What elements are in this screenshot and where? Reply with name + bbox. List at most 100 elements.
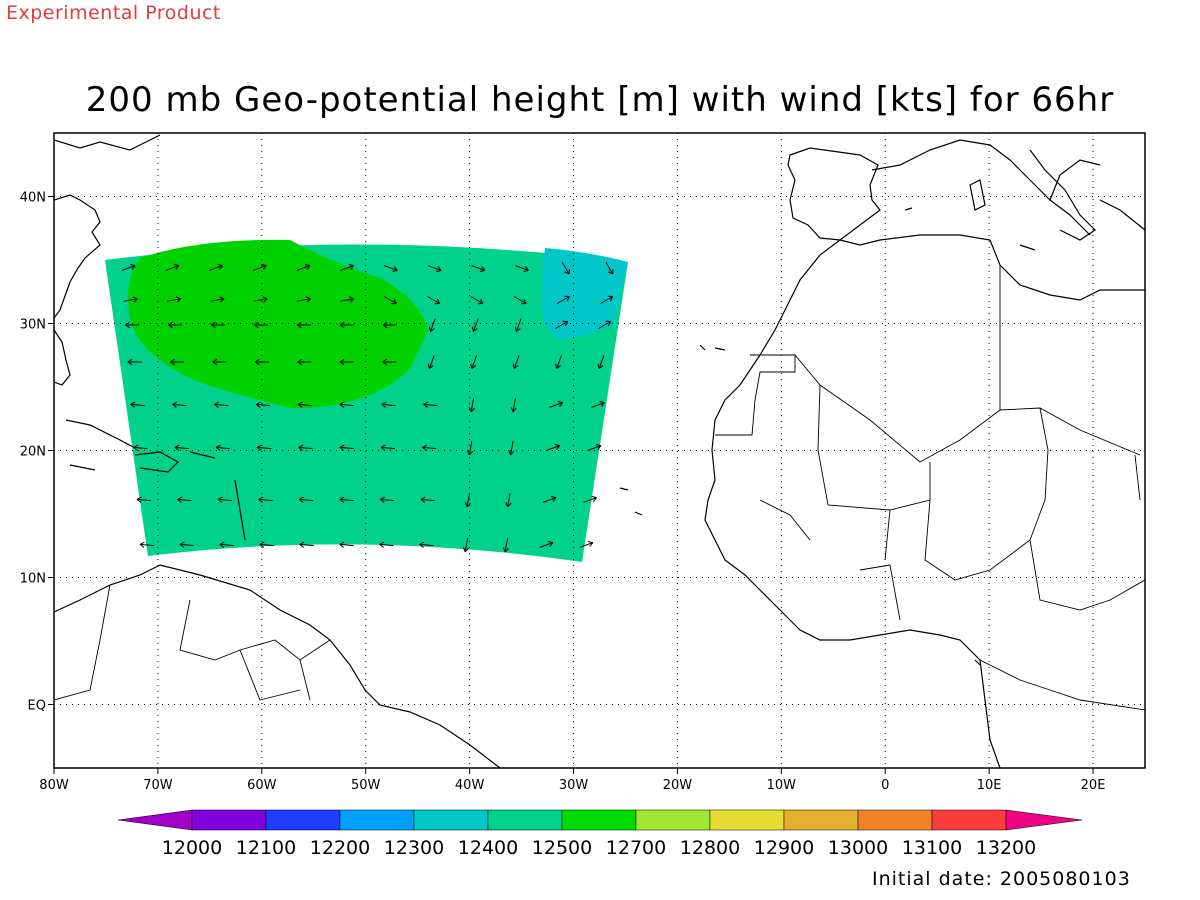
wind-arrow [555,320,569,329]
wind-arrow [383,296,397,305]
colorbar-label: 12700 [606,837,666,859]
wind-arrow [549,401,564,408]
wind-arrow [468,398,475,413]
europe-mediterranean-coast [871,139,1145,236]
lon-tick-label: 80W [39,778,69,793]
lat-tick-label: EQ [28,699,46,714]
wind-arrow [502,538,509,553]
wind-arrow [169,358,185,366]
wind-arrow [340,264,355,271]
wind-arrow [296,321,312,329]
wind-arrow [296,264,311,271]
wind-arrow [546,444,561,451]
lon-tick-label: 70W [143,778,173,793]
lat-tick-label: 20N [20,445,46,460]
wind-arrow [382,358,397,366]
wind-arrow [215,444,231,451]
wind-arrow [420,496,435,503]
wind-arrow [555,355,562,369]
experimental-product-label: Experimental Product [6,2,221,24]
wind-arrow [214,401,229,408]
wind-arrow [471,265,486,272]
wind-arrow [253,321,269,329]
wind-arrow [510,398,517,413]
wind-arrow [464,493,471,508]
wind-arrow [166,296,182,303]
wind-arrow [591,401,605,408]
colorbar-swatch [931,809,1007,831]
lon-tick-label: 30W [559,778,589,793]
chart-title: 200 mb Geo-potential height [m] with win… [85,80,1115,120]
wind-arrow [422,444,437,451]
wind-arrow [381,401,396,408]
wind-arrow [380,444,396,451]
axis-ticks: 80W 70W 60W 50W 40W 30W 20W 10W 0 10E 20E 40N 30N 20N… [20,191,1106,794]
colorbar-label: 13200 [976,837,1036,859]
colorbar: 12000 12100 12200 12300 12400 12500 12700 12800… [117,809,1083,859]
wind-arrow [561,261,570,275]
wind-arrow [253,296,268,303]
wind-arrow [339,496,354,503]
wind-arrow [462,538,469,553]
wind-arrow [298,496,314,503]
wind-arrow [127,358,142,366]
wind-arrow [255,401,271,408]
wind-arrow [136,496,152,503]
wind-arrow [471,318,479,332]
colorbar-swatch [265,809,341,831]
wind-arrow [419,541,434,548]
wind-arrow [165,264,180,271]
colorbar-swatch [191,809,267,831]
colorbar-swatch [413,809,489,831]
colorbar-left-arrow [117,809,193,831]
wind-arrow [587,444,602,451]
wind-arrow [258,496,273,503]
coastlines [54,134,1145,768]
wind-arrow [259,541,274,548]
iberia-coast [787,147,881,241]
wind-arrow [133,444,148,451]
wind-arrow [539,541,554,548]
wind-arrow [427,296,441,305]
colorbar-label: 12300 [384,837,444,859]
field-region-12700 [128,239,428,409]
wind-arrow [379,496,395,503]
colorbar-label: 12800 [680,837,740,859]
wind-arrow [123,296,138,303]
wind-arrow [382,321,397,329]
wind-arrow [505,493,512,508]
north-america-coast [54,134,161,319]
south-america-coast [54,564,501,768]
caribbean-islands [65,419,246,541]
wind-arrow [515,265,529,272]
lon-tick-label: 60W [247,778,277,793]
wind-arrow [299,541,314,548]
wind-arrow [598,320,612,329]
wind-arrow [298,444,313,451]
wind-arrow [210,296,225,303]
colorbar-swatch [857,809,933,831]
wind-arrow [597,355,605,369]
wind-arrow [257,444,272,451]
wind-arrow [339,541,354,548]
colorbar-label: 13000 [828,837,888,859]
colorbar-label: 13100 [902,837,962,859]
lon-tick-label: 50W [351,778,381,793]
wind-arrow [217,496,233,503]
lat-tick-label: 10N [20,572,46,587]
africa-borders [715,265,1145,711]
wind-arrow [384,265,398,272]
lon-tick-label: 40W [455,778,485,793]
wind-arrow [339,401,354,408]
wind-vectors [121,261,614,553]
wind-arrow [423,401,438,408]
wind-arrow [583,496,597,503]
lon-tick-label: 20W [663,778,693,793]
wind-arrow [172,401,187,408]
wind-arrow [339,444,354,451]
wind-arrow [466,441,474,456]
lon-tick-label: 10W [767,778,797,793]
colorbar-label: 12100 [236,837,296,859]
wind-arrow [470,355,478,369]
